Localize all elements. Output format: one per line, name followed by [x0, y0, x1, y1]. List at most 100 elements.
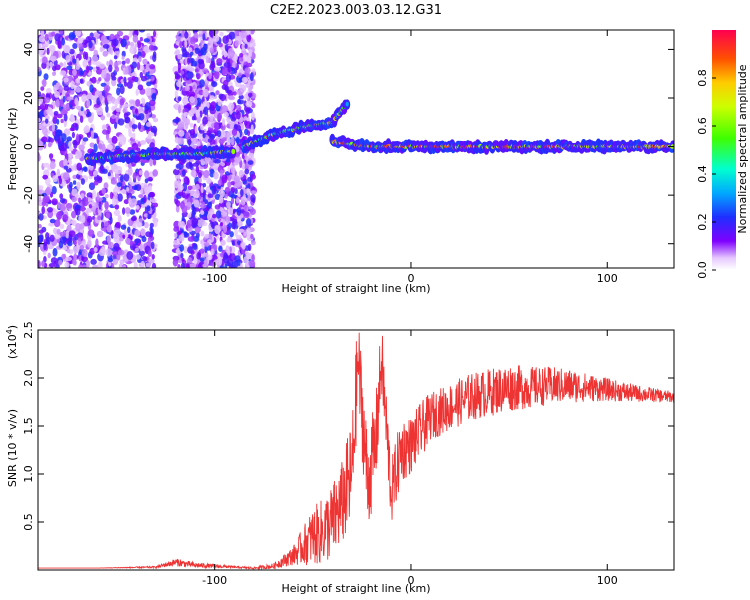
spectrogram-cell [71, 188, 78, 197]
spectrogram-cell [63, 77, 69, 83]
spectrogram-cell [231, 260, 239, 268]
spectrogram-cell [152, 169, 158, 177]
spectrogram-cell [238, 228, 245, 233]
spectrogram-cell [217, 112, 223, 121]
spectrogram-cell [187, 47, 193, 53]
spectrogram-cell [133, 185, 138, 191]
spectrogram-cell [180, 252, 184, 259]
spectrogram-cell [240, 199, 246, 206]
spectrogram-cell [117, 215, 122, 222]
spectrogram-cell [228, 95, 236, 101]
spectrogram-cell [98, 201, 102, 210]
spectrogram-cell [68, 230, 76, 238]
spectrogram-cell [224, 44, 228, 52]
spectrogram-cell [44, 97, 51, 104]
spectrogram-cell [135, 108, 138, 114]
spectrogram-cell [191, 217, 199, 226]
spectrogram-cell [229, 231, 234, 238]
spectrogram-cell [62, 214, 68, 223]
spectrogram-cell [134, 238, 142, 243]
spectrogram-cell [41, 136, 48, 143]
spectrogram-cell [149, 63, 156, 70]
spectrogram-cell [215, 136, 221, 141]
spectrogram-cell [42, 174, 49, 180]
spectrogram-cell [125, 58, 131, 64]
spectrogram-cell [250, 194, 256, 203]
spectrogram-cell [72, 246, 80, 254]
spectrogram-cell [251, 254, 255, 263]
spectrogram-cell [95, 238, 99, 248]
spectrogram-cell [99, 165, 104, 172]
spectrogram-cell [89, 164, 94, 171]
spectrogram-cell [48, 44, 56, 52]
spectrogram-cell [234, 188, 238, 195]
spectrogram-cell [138, 170, 143, 176]
spectrogram-cell [184, 85, 190, 92]
spectrogram-cell [249, 72, 254, 82]
spectrogram-cell [98, 77, 102, 82]
spectrogram-cell [197, 219, 204, 228]
spectrogram-cell [202, 89, 209, 97]
spectrogram-cell [151, 125, 158, 134]
y-tick-label: 0.5 [22, 513, 35, 531]
spectrogram-cell [199, 129, 205, 134]
spectrogram-cell [192, 169, 197, 179]
spectrogram-cell [102, 129, 109, 135]
spectrogram-cell [104, 221, 109, 227]
spectrogram-cell [134, 43, 138, 48]
spectrogram-cell [234, 228, 238, 237]
spectrogram-cell [66, 248, 71, 254]
spectrogram-frame [37, 29, 675, 269]
spectrogram-cell [247, 92, 253, 98]
spectrogram-cell [38, 117, 41, 123]
spectrogram-cell [218, 245, 223, 252]
spectrogram-cell [147, 250, 152, 257]
spectrogram-cell [195, 110, 200, 119]
spectrogram-cell [86, 111, 92, 117]
spectrogram-cell [87, 239, 92, 248]
spectrogram-cell [128, 177, 132, 185]
spectrogram-cell [145, 138, 153, 143]
spectrogram-cell [227, 47, 235, 57]
spectrogram-cell [216, 130, 222, 138]
spectrogram-cell [203, 106, 209, 115]
spectrogram-cell [203, 242, 210, 247]
spectrogram-cell [52, 175, 58, 183]
spectrogram-cell [210, 101, 217, 109]
spectrogram-cell [177, 137, 185, 145]
spectrogram-cell [38, 152, 41, 162]
spectrogram-cell [48, 263, 55, 268]
spectrogram-cell [183, 97, 188, 105]
spectrogram-cell [72, 122, 78, 128]
spectrogram-cell [106, 112, 111, 118]
spectrogram-cell [204, 258, 208, 267]
spectrogram-cell [151, 253, 155, 260]
spectrogram-cell [47, 207, 53, 213]
spectrogram-cell [86, 131, 92, 138]
spectrogram-cell [126, 186, 130, 192]
spectrogram-cell [211, 81, 218, 87]
spectrogram-cell [68, 140, 73, 148]
spectrogram-cell [115, 221, 121, 229]
spectrogram-cell [200, 48, 204, 58]
spectrogram-cell [219, 130, 226, 137]
spectrogram-cell [56, 228, 61, 235]
spectrogram-cell [227, 249, 231, 256]
spectrogram-cell [220, 162, 226, 167]
spectrogram-cell [60, 133, 67, 142]
spectrogram-cell [240, 57, 244, 62]
spectrogram-cell [150, 241, 155, 250]
spectrogram-cell [195, 232, 200, 239]
spectrogram-cell [227, 181, 232, 188]
spectrogram-cell [75, 78, 81, 84]
spectrogram-cell [42, 78, 47, 88]
spectrogram-cell [177, 53, 183, 60]
spectrogram-cell [144, 256, 148, 262]
spectrogram-cell [79, 70, 84, 76]
spectrogram-cell [78, 264, 83, 268]
spectrogram-cell [118, 263, 123, 268]
spectrogram-cell [202, 101, 207, 107]
spectrogram-cell [69, 127, 76, 132]
spectrogram-cell [49, 138, 55, 143]
spectrogram-cell [221, 66, 228, 75]
